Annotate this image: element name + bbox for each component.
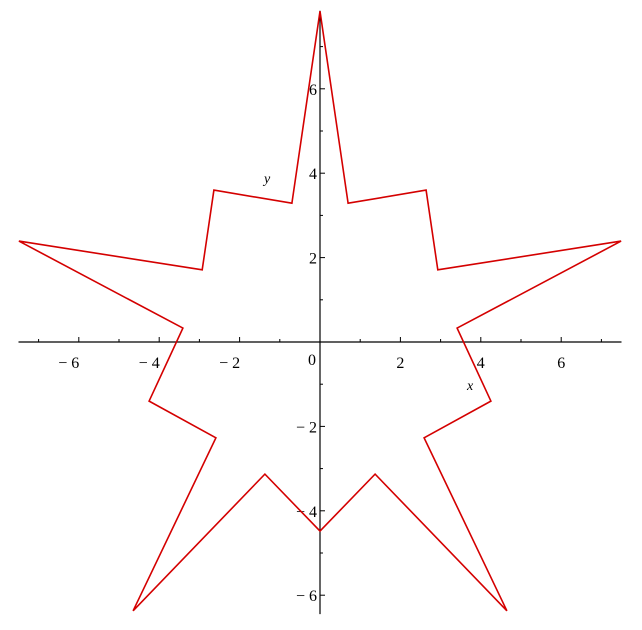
y-tick-label: 6 xyxy=(309,82,317,99)
x-tick-label: 6 xyxy=(557,355,565,372)
y-axis-label: y xyxy=(262,172,271,187)
star-outline xyxy=(18,11,622,612)
x-tick-label: 4 xyxy=(477,355,485,372)
series-layer xyxy=(18,11,622,612)
x-tick-label: − 2 xyxy=(219,355,240,372)
x-tick-label: 2 xyxy=(396,355,404,372)
ticks: − 6 − 4 − 2 0 2 4 6 − 6 − 4 − 2 2 4 6 xyxy=(38,46,602,605)
y-tick-label: 2 xyxy=(309,251,317,268)
x-tick-label: − 6 xyxy=(58,355,79,372)
x-tick-label: − 4 xyxy=(139,355,160,372)
y-tick-label: − 2 xyxy=(296,419,317,436)
y-tick-label: − 4 xyxy=(296,504,317,521)
x-axis-label: x xyxy=(466,379,474,394)
x-tick-label: 0 xyxy=(308,352,316,369)
y-tick-label: 4 xyxy=(309,166,317,183)
y-tick-label: − 6 xyxy=(296,588,317,605)
axes xyxy=(18,10,622,615)
